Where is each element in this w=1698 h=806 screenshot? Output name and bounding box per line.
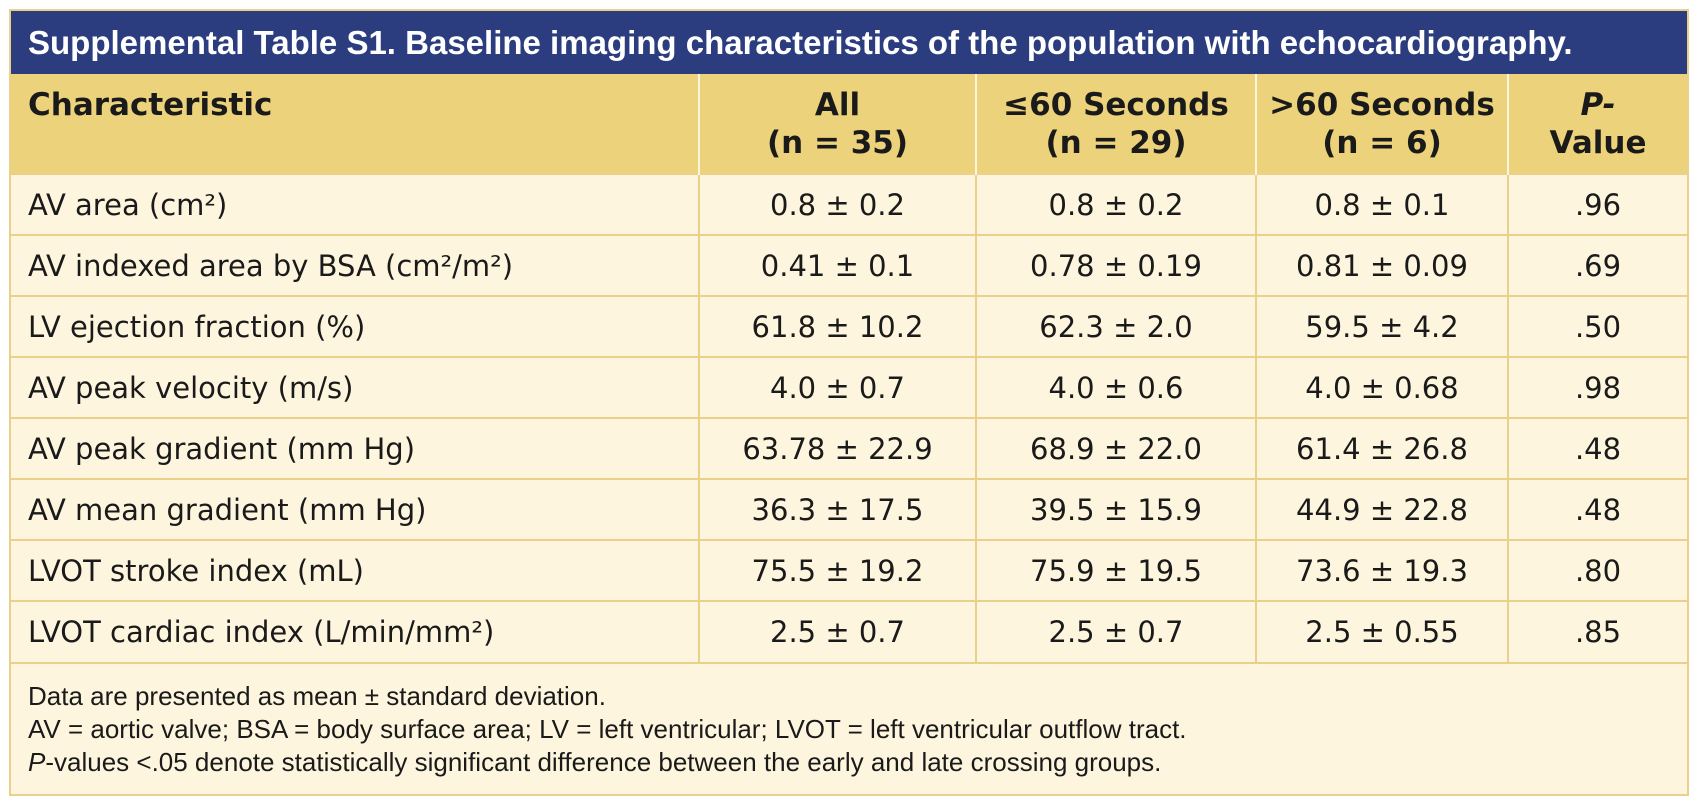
row-label: AV peak gradient (mm Hg) xyxy=(11,417,699,479)
cell-all: 0.41 ± 0.1 xyxy=(698,234,976,296)
footnote-line: Data are presented as mean ± standard de… xyxy=(28,681,606,711)
cell-gt60: 4.0 ± 0.68 xyxy=(1255,356,1508,418)
cell-gt60: 44.9 ± 22.8 xyxy=(1255,478,1508,540)
row-label: LV ejection fraction (%) xyxy=(11,295,699,357)
row-label: AV area (cm²) xyxy=(11,173,699,235)
cell-le60: 75.9 ± 19.5 xyxy=(975,539,1256,601)
cell-le60: 4.0 ± 0.6 xyxy=(975,356,1256,418)
cell-p-value: .98 xyxy=(1507,356,1687,418)
cell-p-value: .80 xyxy=(1507,539,1687,601)
footnote-line: P-values <.05 denote statistically signi… xyxy=(28,747,1162,777)
cell-p-value: .96 xyxy=(1507,173,1687,235)
row-label: AV indexed area by BSA (cm²/m²) xyxy=(11,234,699,296)
row-label: LVOT cardiac index (L/min/mm²) xyxy=(11,600,699,662)
cell-gt60: 0.8 ± 0.1 xyxy=(1255,173,1508,235)
cell-le60: 0.78 ± 0.19 xyxy=(975,234,1256,296)
header-row: Characteristic All (n = 35) ≤60 Seconds … xyxy=(11,74,1687,174)
data-table: Characteristic All (n = 35) ≤60 Seconds … xyxy=(11,74,1687,662)
table-row: AV area (cm²) 0.8 ± 0.2 0.8 ± 0.2 0.8 ± … xyxy=(11,173,1687,235)
table-row: AV mean gradient (mm Hg) 36.3 ± 17.5 39.… xyxy=(11,478,1687,540)
cell-le60: 39.5 ± 15.9 xyxy=(975,478,1256,540)
cell-le60: 2.5 ± 0.7 xyxy=(975,600,1256,662)
header-gt60: >60 Seconds (n = 6) xyxy=(1255,74,1508,174)
cell-all: 0.8 ± 0.2 xyxy=(698,173,976,235)
cell-all: 75.5 ± 19.2 xyxy=(698,539,976,601)
header-characteristic: Characteristic xyxy=(28,87,273,123)
cell-le60: 62.3 ± 2.0 xyxy=(975,295,1256,357)
cell-all: 4.0 ± 0.7 xyxy=(698,356,976,418)
table-footnotes: Data are presented as mean ± standard de… xyxy=(11,662,1687,779)
table-row: AV peak gradient (mm Hg) 63.78 ± 22.9 68… xyxy=(11,417,1687,479)
cell-p-value: .69 xyxy=(1507,234,1687,296)
cell-all: 61.8 ± 10.2 xyxy=(698,295,976,357)
cell-le60: 68.9 ± 22.0 xyxy=(975,417,1256,479)
row-label: LVOT stroke index (mL) xyxy=(11,539,699,601)
header-all: All (n = 35) xyxy=(698,74,976,174)
table-row: LV ejection fraction (%) 61.8 ± 10.2 62.… xyxy=(11,295,1687,357)
cell-p-value: .48 xyxy=(1507,417,1687,479)
header-le60: ≤60 Seconds (n = 29) xyxy=(975,74,1256,174)
cell-gt60: 61.4 ± 26.8 xyxy=(1255,417,1508,479)
row-label: AV peak velocity (m/s) xyxy=(11,356,699,418)
table-title: Supplemental Table S1. Baseline imaging … xyxy=(11,11,1687,74)
cell-p-value: .48 xyxy=(1507,478,1687,540)
table-row: AV indexed area by BSA (cm²/m²) 0.41 ± 0… xyxy=(11,234,1687,296)
cell-all: 36.3 ± 17.5 xyxy=(698,478,976,540)
cell-all: 2.5 ± 0.7 xyxy=(698,600,976,662)
cell-le60: 0.8 ± 0.2 xyxy=(975,173,1256,235)
cell-p-value: .50 xyxy=(1507,295,1687,357)
cell-all: 63.78 ± 22.9 xyxy=(698,417,976,479)
cell-gt60: 59.5 ± 4.2 xyxy=(1255,295,1508,357)
supplemental-table: Supplemental Table S1. Baseline imaging … xyxy=(9,9,1689,796)
cell-p-value: .85 xyxy=(1507,600,1687,662)
row-label: AV mean gradient (mm Hg) xyxy=(11,478,699,540)
table-row: AV peak velocity (m/s) 4.0 ± 0.7 4.0 ± 0… xyxy=(11,356,1687,418)
cell-gt60: 73.6 ± 19.3 xyxy=(1255,539,1508,601)
cell-gt60: 2.5 ± 0.55 xyxy=(1255,600,1508,662)
table-row: LVOT stroke index (mL) 75.5 ± 19.2 75.9 … xyxy=(11,539,1687,601)
header-p-value: P- Value xyxy=(1507,74,1687,174)
table-row: LVOT cardiac index (L/min/mm²) 2.5 ± 0.7… xyxy=(11,600,1687,662)
footnote-line: AV = aortic valve; BSA = body surface ar… xyxy=(28,714,1187,744)
cell-gt60: 0.81 ± 0.09 xyxy=(1255,234,1508,296)
